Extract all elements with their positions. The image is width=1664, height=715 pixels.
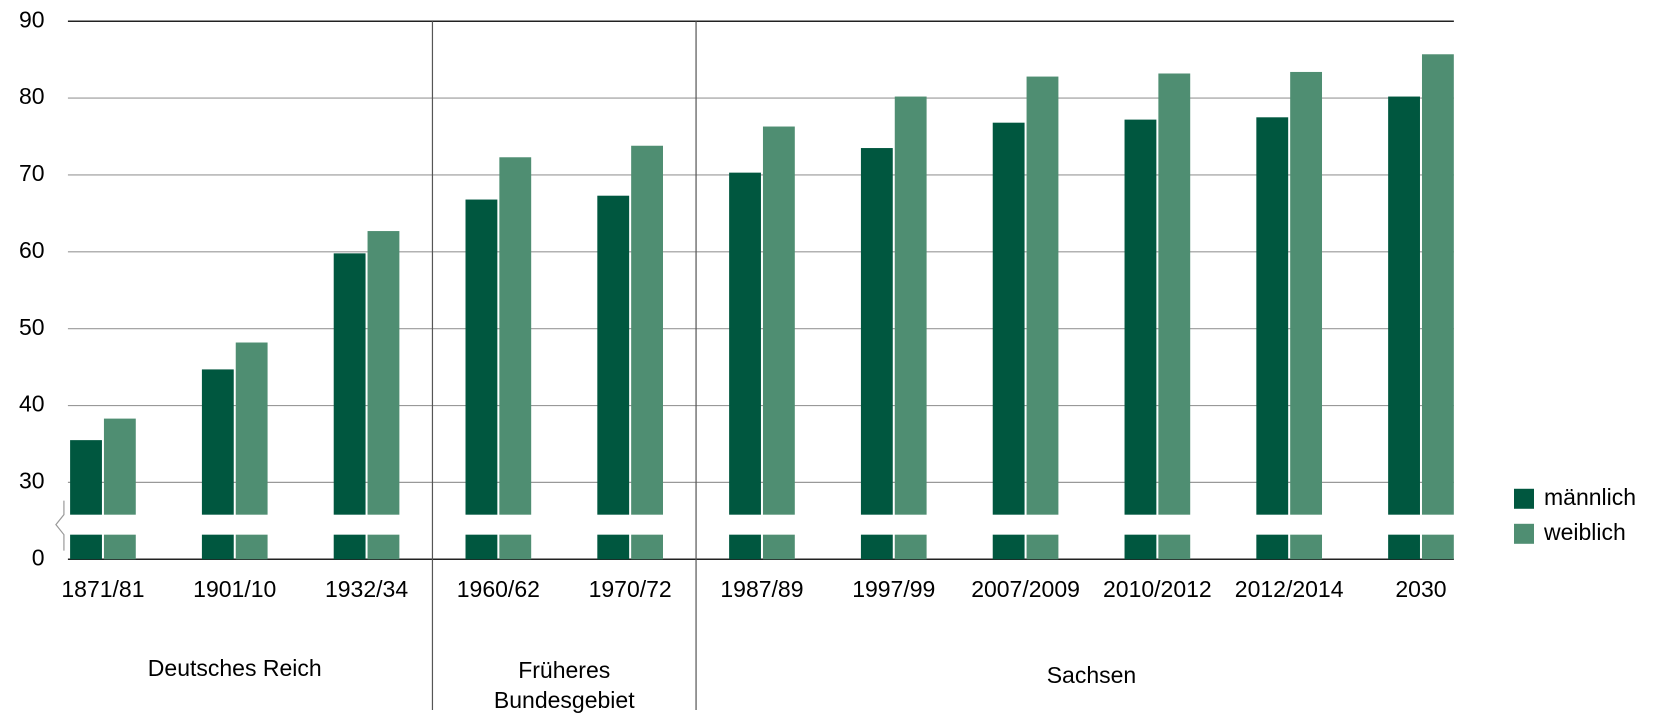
group-label: Sachsen [1046, 662, 1137, 688]
x-tick-label: 1960/62 [457, 576, 540, 602]
bar [367, 231, 400, 560]
legend-label: weiblich [1543, 519, 1626, 545]
bar [894, 96, 927, 560]
y-tick-label: 70 [19, 160, 45, 186]
bar [860, 148, 893, 560]
bar [103, 418, 136, 560]
bar [1256, 117, 1289, 560]
group-label: Deutsches Reich [147, 655, 322, 681]
y-tick-label: 90 [19, 6, 45, 32]
axis-break-mark [55, 500, 65, 551]
x-tick-label: 2010/2012 [1103, 576, 1212, 602]
bar [597, 195, 630, 560]
bar [729, 172, 761, 560]
bar [1421, 54, 1454, 560]
x-tick-label: 1932/34 [325, 576, 408, 602]
x-tick-label: 1901/10 [193, 576, 276, 602]
x-tick-label: 1987/89 [720, 576, 803, 602]
y-tick-label: 0 [32, 544, 45, 570]
y-tick-label: 60 [19, 237, 45, 263]
bar [70, 440, 102, 560]
bar [1124, 119, 1157, 560]
bar [992, 122, 1025, 560]
bar [1158, 73, 1191, 560]
legend-swatch [1514, 523, 1534, 544]
bar [762, 126, 795, 560]
bar [1290, 71, 1323, 560]
legend-label: männlich [1544, 484, 1636, 510]
x-tick-label: 2030 [1395, 576, 1446, 602]
y-tick-label: 40 [19, 391, 45, 417]
y-tick-label: 80 [19, 83, 45, 109]
bar [333, 253, 366, 560]
bar [465, 199, 498, 560]
bar [1026, 76, 1059, 560]
y-tick-label: 30 [19, 467, 45, 493]
bar [1388, 96, 1420, 560]
x-tick-label: 1997/99 [852, 576, 935, 602]
x-tick-label: 1871/81 [61, 576, 144, 602]
x-tick-label: 2007/2009 [971, 576, 1080, 602]
bar [631, 145, 663, 560]
x-tick-label: 1970/72 [589, 576, 672, 602]
bar [499, 157, 532, 560]
legend-swatch [1514, 488, 1534, 509]
x-tick-label: 2012/2014 [1235, 576, 1344, 602]
group-label: Früheres Bundesgebiet [493, 657, 635, 713]
y-tick-label: 50 [19, 314, 45, 340]
axis-break [65, 514, 1456, 535]
